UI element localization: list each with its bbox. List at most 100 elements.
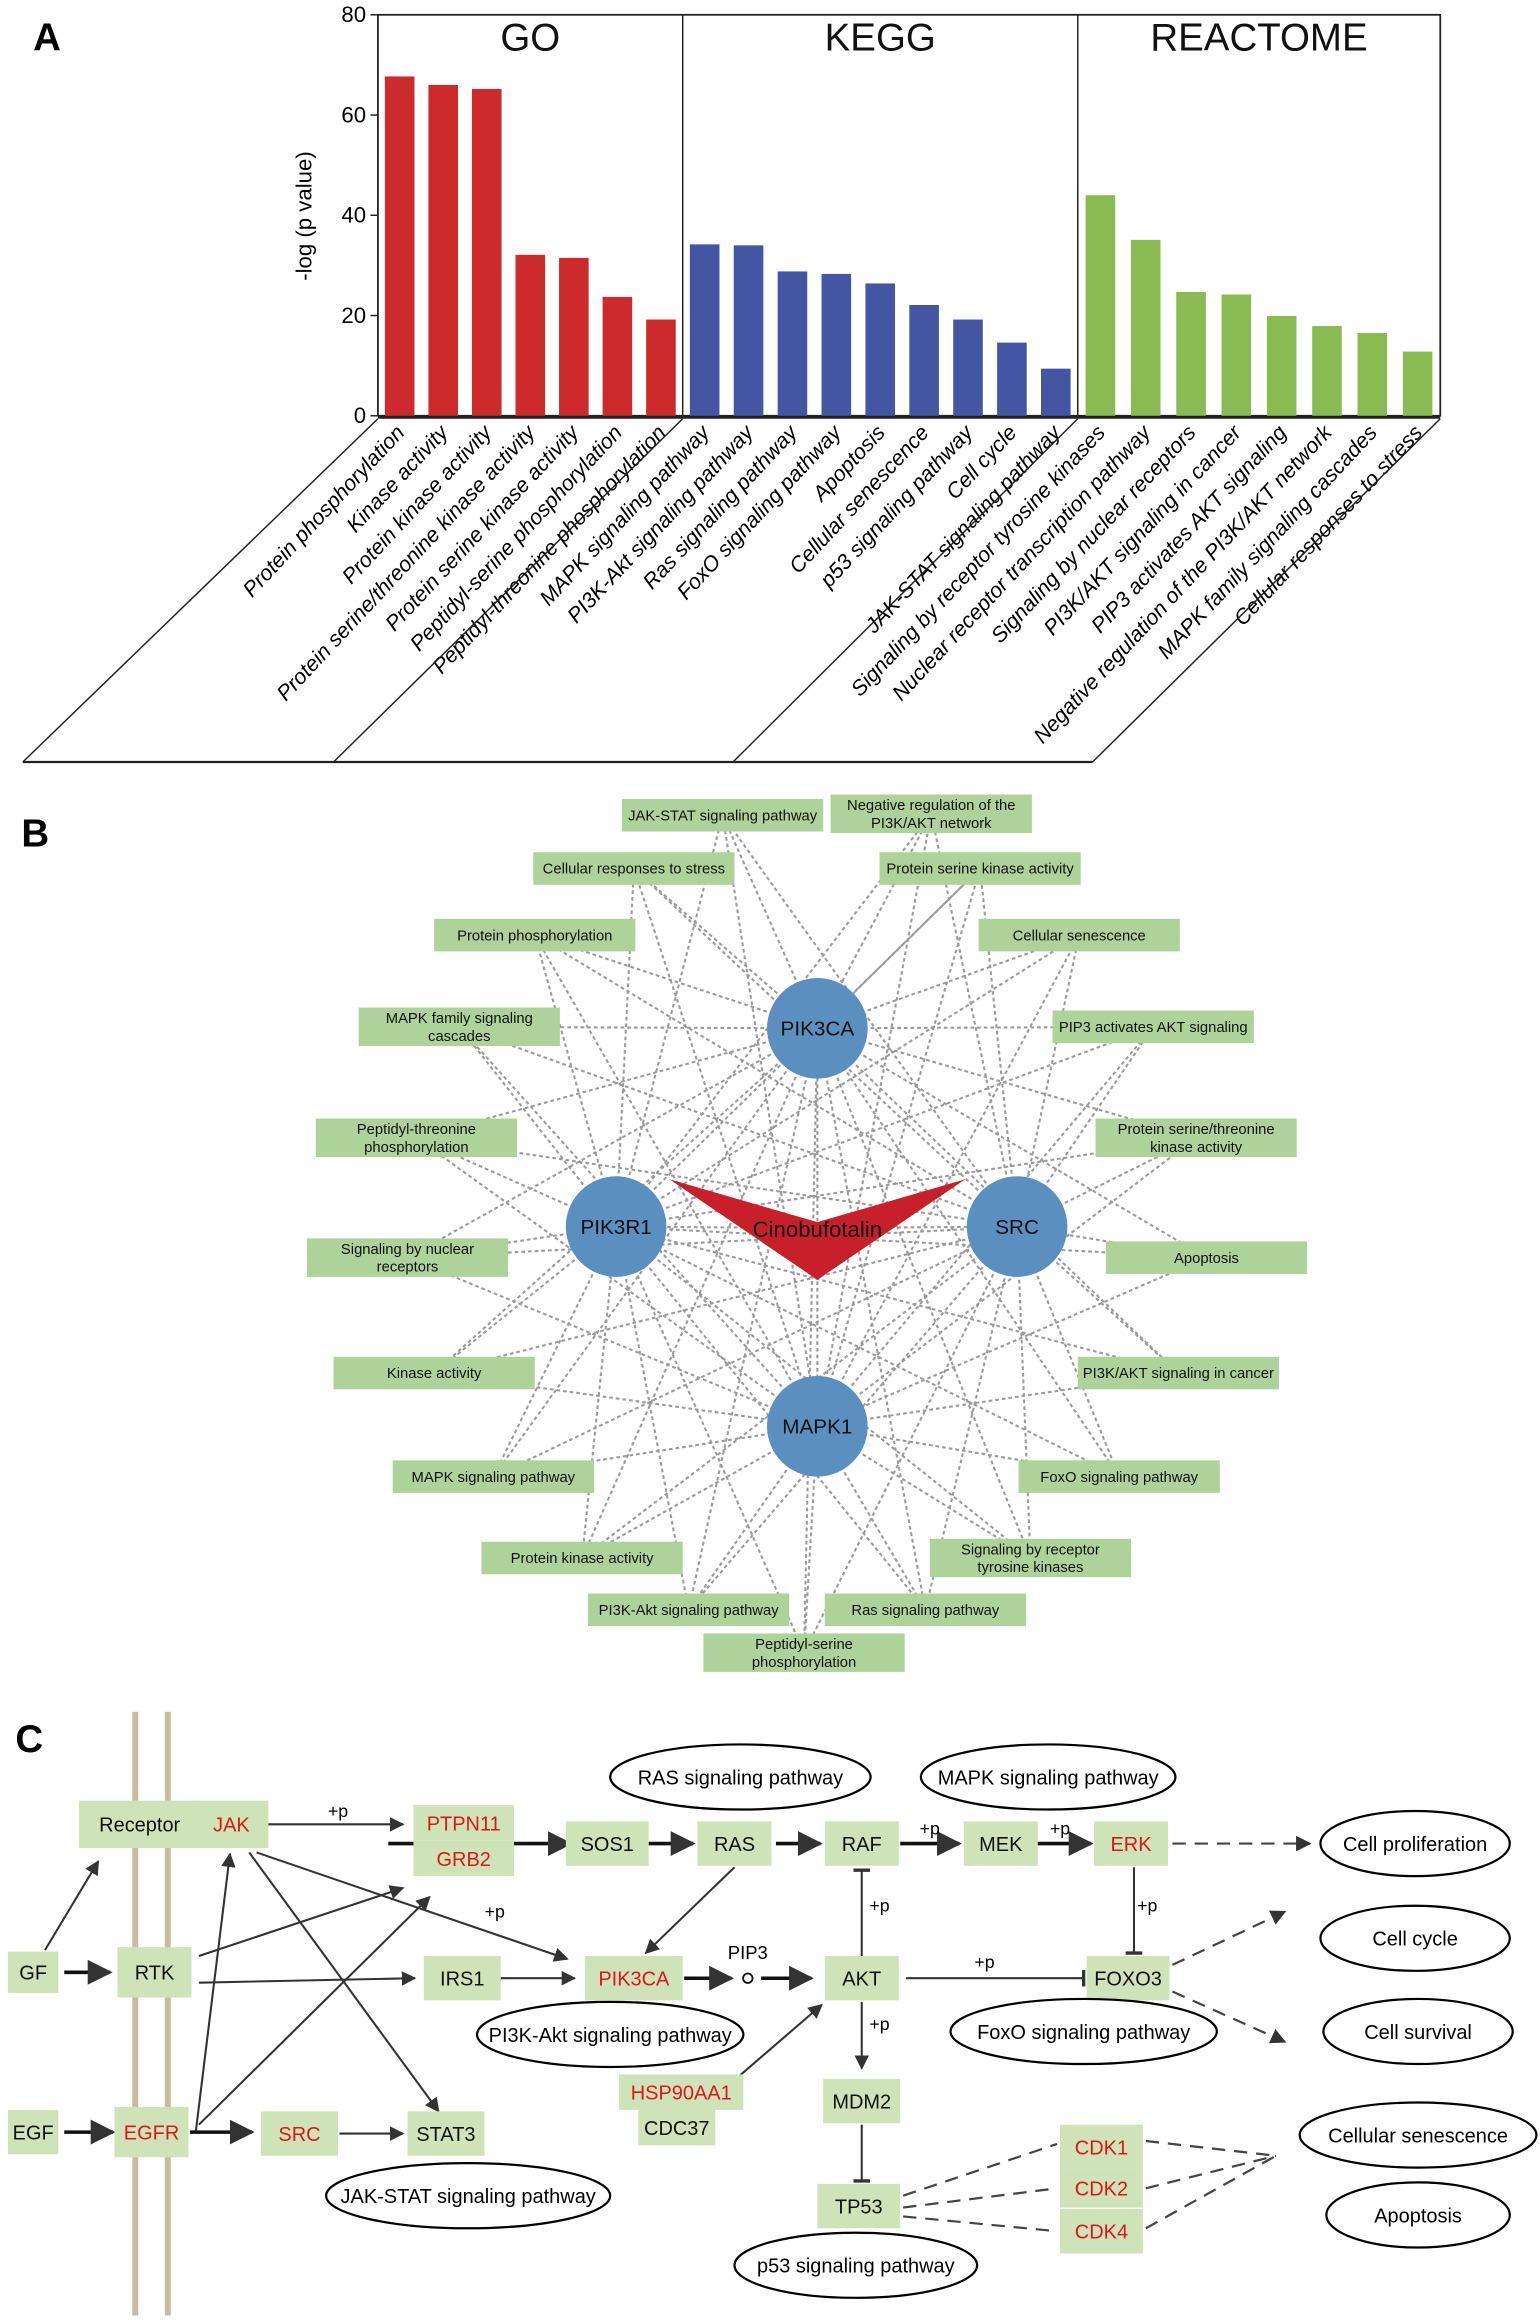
gene-node[interactable]: SRC [261,2111,338,2156]
phosphorylation-label: +p [1137,1896,1157,1916]
gene-node[interactable]: RTK [117,1947,192,1998]
outcome-ellipse[interactable]: Apoptosis [1325,2181,1511,2249]
outcome-ellipse[interactable]: Cellular senescence [1298,2101,1538,2169]
gene-box [8,2109,59,2155]
gene-node[interactable]: SOS1 [565,1821,649,1866]
term-node[interactable]: Cellular senescence [978,918,1180,952]
term-node[interactable]: Protein kinase activity [481,1541,683,1575]
pathway-ellipse[interactable]: FoxO signaling pathway [949,1997,1218,2066]
bar [515,254,546,416]
gene-node[interactable]: CDK1 [1060,2124,1143,2170]
gene-node[interactable]: RAS [697,1821,772,1866]
group-title: GO [500,16,560,59]
edge [687,1225,1018,1611]
gene-node[interactable]: PIK3R1 [565,1176,667,1277]
bar [559,257,589,416]
term-node[interactable]: JAK-STAT signaling pathway [622,798,824,832]
term-node[interactable]: PI3K-Akt signaling pathway [588,1593,790,1627]
gene-node[interactable]: EGF [8,2109,59,2155]
gene-label: EGF [13,2122,54,2144]
compound-node[interactable] [669,1179,966,1280]
bar [384,76,415,416]
pathway-ellipse[interactable]: PI3K-Akt signaling pathway [475,2000,745,2069]
term-node[interactable]: Peptidyl-threonine phosphorylation [315,1118,517,1158]
gene-node[interactable]: STAT3 [407,2111,485,2156]
gene-node[interactable]: ERK [1094,1821,1169,1866]
gene-node[interactable]: PIK3CA [767,978,868,1079]
pathway-ellipse[interactable]: p53 signaling pathway [733,2231,979,2299]
ellipse-shape [475,2000,745,2069]
gene-box [1060,2169,1143,2208]
edge [816,1027,1121,1478]
term-node[interactable]: Ras signaling pathway [824,1593,1026,1627]
gene-node[interactable]: JAK [194,1800,269,1849]
gene-node[interactable]: CDK2 [1060,2169,1143,2208]
outcome-ellipse[interactable]: Cell cycle [1319,1904,1511,1972]
term-node[interactable]: MAPK family signaling cascades [358,1007,560,1047]
gene-node[interactable]: MDM2 [823,2078,901,2124]
arrow [256,1851,569,1962]
edge [578,1226,618,1560]
term-node[interactable]: PI3K/AKT signaling in cancer [1077,1356,1279,1390]
gene-node[interactable]: IRS1 [423,1956,501,2001]
bar [1041,368,1071,416]
gene-node[interactable]: CDK4 [1060,2209,1143,2254]
term-node[interactable]: Protein serine/threonine kinase activity [1095,1118,1297,1158]
term-node[interactable]: Peptidyl-serine phosphorylation [703,1633,905,1672]
outcome-ellipse[interactable]: Cell survival [1322,1997,1514,2066]
gene-circle [767,978,868,1079]
term-node[interactable]: FoxO signaling pathway [1018,1460,1220,1493]
gene-node[interactable]: EGFR [114,2106,189,2158]
phosphorylation-label: +p [869,1896,889,1916]
y-tick-label: 20 [341,303,366,328]
group-title: KEGG [825,16,936,59]
gene-node[interactable]: HSP90AA1 [619,2074,744,2110]
term-node[interactable]: MAPK signaling pathway [392,1460,594,1493]
term-box [1095,1118,1297,1158]
gene-label: JAK [213,1815,250,1837]
gene-node[interactable]: TP53 [817,2183,901,2229]
gene-node[interactable]: GF [8,1951,59,1994]
gene-node[interactable]: AKT [824,1956,899,2001]
term-label: Cellular senescence [1013,928,1146,944]
term-label: PIP3 activates AKT signaling [1059,1020,1248,1036]
term-node[interactable]: PIP3 activates AKT signaling [1052,1010,1254,1044]
gene-node[interactable]: MEK [963,1821,1038,1866]
edge [816,1027,1032,1559]
y-tick-label: 80 [341,2,366,27]
gene-node[interactable]: RAF [824,1821,899,1866]
outcome-label: Cellular senescence [1328,2125,1508,2147]
outcome-ellipse[interactable]: Cell proliferation [1319,1809,1511,1878]
dashed-link [902,2142,1058,2197]
pathway-ellipse[interactable]: JAK-STAT signaling pathway [325,2162,612,2230]
term-node[interactable]: Cellular responses to stress [533,852,735,885]
gene-node[interactable]: PIK3CA [585,1956,683,2001]
gene-node[interactable]: GRB2 [413,1840,515,1877]
gene-node[interactable]: CDC37 [638,2109,716,2146]
gene-box [697,1821,772,1866]
term-node[interactable]: Negative regulation of the PI3K/AKT netwo… [830,794,1032,834]
term-node[interactable]: Protein phosphorylation [434,918,636,952]
gene-node[interactable]: SRC [966,1176,1068,1277]
edge [581,1425,818,1559]
term-node[interactable]: Kinase activity [333,1356,535,1390]
bar [689,244,720,416]
term-box [1052,1010,1254,1044]
term-box [824,1593,1026,1627]
arrow [194,1852,236,2131]
term-node[interactable]: Signaling by nuclear receptors [306,1238,509,1277]
ellipse-shape [1325,2181,1511,2249]
term-node[interactable]: Signaling by receptor tyrosine kinases [929,1538,1132,1578]
gene-label: PIK3CA [781,1018,855,1041]
pathway-ellipse[interactable]: MAPK signaling pathway [919,1743,1177,1811]
gene-label: GRB2 [437,1849,491,1871]
term-node[interactable]: Protein serine kinase activity [879,852,1081,885]
gene-node[interactable]: MAPK1 [767,1376,868,1477]
edge [632,867,819,1427]
gene-node[interactable]: Receptor [79,1800,201,1849]
gene-node[interactable]: PTPN11 [413,1805,515,1841]
term-label: Protein phosphorylation [457,928,612,944]
term-node[interactable]: Apoptosis [1105,1241,1308,1274]
gene-node[interactable]: FOXO3 [1086,1956,1170,2001]
pathway-ellipse[interactable]: RAS signaling pathway [609,1743,872,1811]
